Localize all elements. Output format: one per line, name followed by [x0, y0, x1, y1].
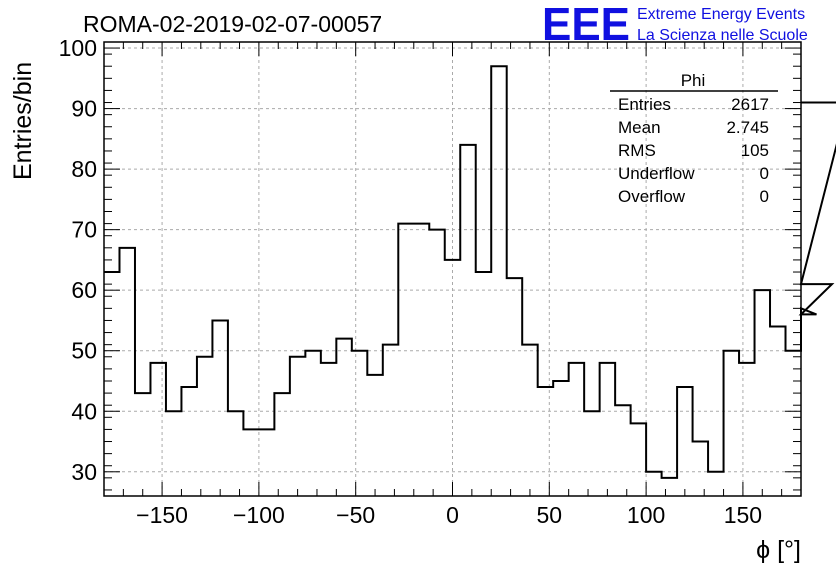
stats-value: 2.745	[726, 118, 769, 137]
stats-value: 105	[741, 141, 769, 160]
y-axis-label: Entries/bin	[9, 62, 37, 180]
stats-label: Overflow	[618, 187, 686, 206]
logo-mark: EEE	[542, 0, 630, 50]
x-tick-label: 100	[627, 502, 665, 528]
stats-title: Phi	[681, 71, 706, 90]
y-tick-label: 40	[71, 398, 97, 424]
stats-label: Underflow	[618, 164, 695, 183]
y-tick-label: 70	[71, 217, 97, 243]
x-axis-label: ϕ [°]	[756, 536, 801, 564]
stats-label: Mean	[618, 118, 661, 137]
x-tick-label: −150	[136, 502, 188, 528]
stats-value: 0	[760, 187, 769, 206]
stats-value: 2617	[731, 95, 769, 114]
logo: EEE Extreme Energy Events La Scienza nel…	[542, 0, 808, 50]
stats-box: Phi Entries 2617 Mean 2.745 RMS 105 Underflow 0…	[610, 71, 778, 206]
x-tick-label: 0	[446, 502, 459, 528]
stats-value: 0	[760, 164, 769, 183]
axis-ticks	[103, 41, 802, 496]
grid-lines	[104, 42, 801, 496]
x-tick-label: 150	[724, 502, 762, 528]
stats-label: RMS	[618, 141, 656, 160]
x-tick-label: −50	[336, 502, 375, 528]
x-tick-label: −100	[233, 502, 285, 528]
logo-line-2: La Scienza nelle Scuole	[637, 27, 808, 44]
y-tick-label: 50	[71, 338, 97, 364]
stats-label: Entries	[618, 95, 671, 114]
histogram-outline	[104, 65, 836, 479]
y-tick-labels: 30 40 50 60 70 80 90 100	[59, 35, 97, 485]
y-tick-label: 80	[71, 156, 97, 182]
y-tick-label: 30	[71, 459, 97, 485]
stats-rows: Entries 2617 Mean 2.745 RMS 105 Underflow 0 Over…	[618, 95, 769, 206]
x-tick-labels: −150 −100 −50 0 50 100 150	[136, 502, 762, 528]
y-tick-label: 100	[59, 35, 97, 61]
y-tick-label: 60	[71, 277, 97, 303]
y-tick-label: 90	[71, 96, 97, 122]
logo-line-1: Extreme Energy Events	[637, 6, 805, 23]
chart-title: ROMA-02-2019-02-07-00057	[83, 11, 382, 37]
x-tick-label: 50	[537, 502, 563, 528]
